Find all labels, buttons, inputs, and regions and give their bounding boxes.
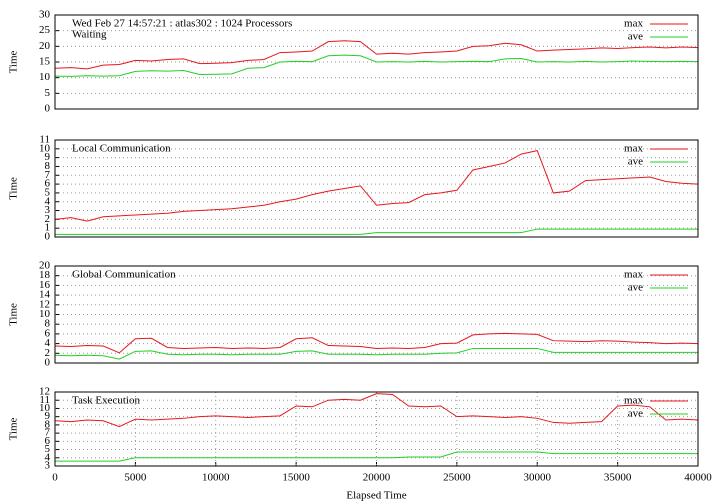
series-line	[54, 40, 699, 70]
series-line	[55, 451, 698, 462]
y-tick-label: 20	[39, 260, 51, 272]
legend-label: ave	[628, 31, 643, 43]
legend-label: max	[624, 269, 643, 281]
y-axis-label: Time	[8, 177, 20, 200]
y-tick-label: 6	[45, 178, 51, 190]
y-tick-label: 15	[39, 56, 51, 68]
x-tick-label: 25000	[443, 472, 471, 484]
y-tick-label: 9	[45, 151, 51, 163]
series-line	[55, 228, 698, 235]
y-tick-label: 9	[45, 410, 51, 422]
y-axis-label: Time	[8, 303, 20, 326]
y-tick-label: 8	[45, 160, 51, 172]
panel-title: Waiting	[72, 29, 107, 41]
y-tick-label: 0	[45, 357, 51, 369]
y-tick-label: 0	[45, 231, 51, 243]
y-tick-label: 6	[45, 327, 51, 339]
series-line	[54, 347, 698, 360]
y-tick-label: 7	[45, 169, 51, 181]
y-tick-label: 11	[39, 394, 50, 406]
panel-title: Task Execution	[72, 395, 140, 407]
y-tick-label: 16	[39, 279, 51, 291]
y-tick-label: 3	[45, 460, 51, 472]
y-axis-label: Time	[8, 417, 20, 440]
x-tick-label: 10000	[202, 472, 230, 484]
legend-label: ave	[628, 156, 643, 168]
x-tick-label: 40000	[684, 472, 712, 484]
y-tick-label: 5	[45, 443, 51, 455]
plot-frame	[54, 139, 699, 238]
y-tick-label: 5	[45, 186, 51, 198]
y-tick-label: 1	[45, 222, 51, 234]
series-line	[54, 393, 699, 428]
plot-frame	[54, 14, 699, 110]
annotation: Wed Feb 27 14:57:21 : atlas302 : 1024 Pr…	[72, 18, 292, 30]
y-tick-label: 10	[39, 142, 51, 154]
y-tick-label: 10	[39, 402, 51, 414]
y-tick-label: 12	[39, 386, 50, 398]
panel-title: Local Communication	[72, 143, 171, 155]
x-tick-label: 5000	[124, 472, 147, 484]
legend-label: ave	[628, 282, 643, 294]
y-tick-label: 8	[45, 418, 51, 430]
series-line	[54, 332, 699, 354]
plot-frame	[54, 391, 699, 467]
series-line	[54, 54, 699, 77]
y-tick-label: 25	[39, 24, 51, 36]
y-tick-label: 4	[45, 337, 51, 349]
y-tick-label: 18	[39, 269, 51, 281]
y-tick-label: 12	[39, 298, 50, 310]
y-tick-label: 4	[45, 451, 51, 463]
x-tick-label: 30000	[524, 472, 552, 484]
y-tick-label: 11	[39, 134, 50, 146]
panel-title: Global Communication	[72, 269, 176, 281]
y-tick-label: 0	[45, 103, 51, 115]
x-tick-label: 20000	[363, 472, 391, 484]
y-tick-label: 10	[39, 71, 51, 83]
legend-label: max	[624, 18, 643, 30]
legend-label: max	[624, 143, 643, 155]
y-tick-label: 6	[45, 435, 51, 447]
y-tick-label: 3	[45, 204, 51, 216]
y-tick-label: 10	[39, 308, 51, 320]
x-axis-label: Elapsed Time	[346, 490, 406, 502]
x-tick-label: 15000	[282, 472, 310, 484]
y-tick-label: 30	[39, 9, 51, 21]
y-tick-label: 4	[45, 195, 51, 207]
y-tick-label: 2	[45, 213, 51, 225]
series-line	[54, 150, 699, 222]
y-tick-label: 7	[45, 427, 51, 439]
x-tick-label: 35000	[604, 472, 632, 484]
y-axis-label: Time	[8, 50, 20, 73]
legend-label: max	[624, 395, 643, 407]
x-tick-label: 0	[52, 472, 58, 484]
y-tick-label: 2	[45, 347, 51, 359]
y-tick-label: 5	[45, 87, 51, 99]
legend-label: ave	[628, 408, 643, 420]
y-tick-label: 8	[45, 318, 51, 330]
y-tick-label: 20	[39, 40, 51, 52]
y-tick-label: 14	[39, 289, 51, 301]
plot-frame	[54, 265, 699, 364]
